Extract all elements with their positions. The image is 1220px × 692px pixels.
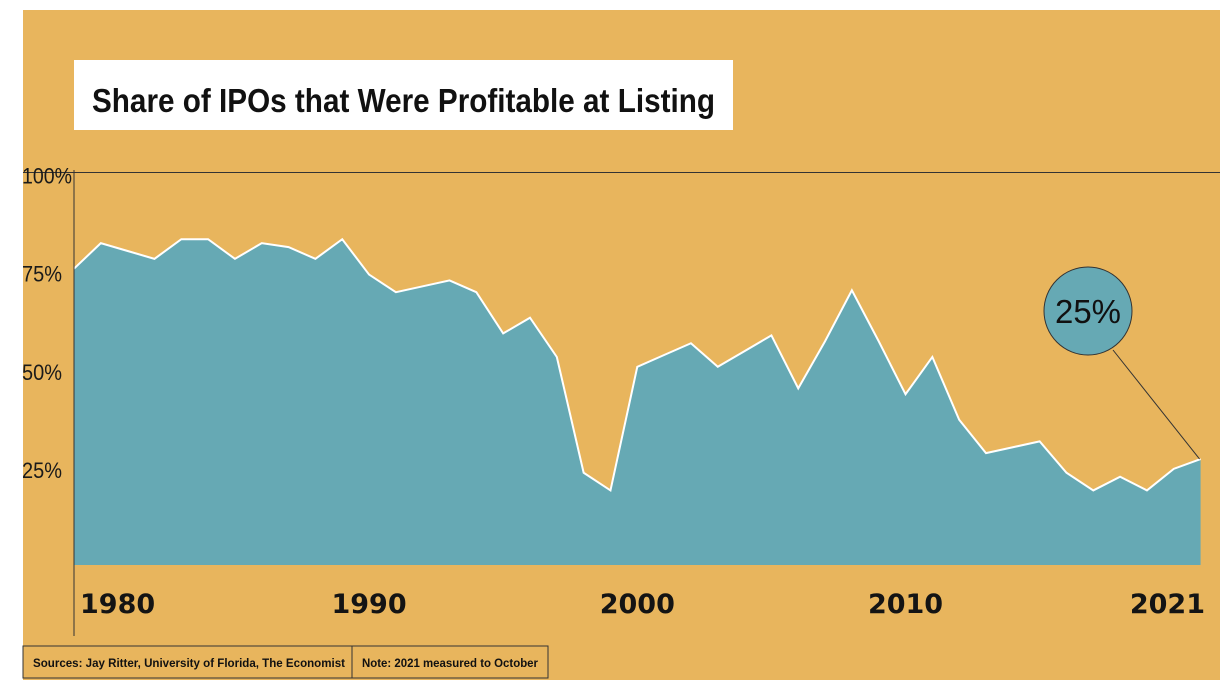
area-layer [73, 237, 1201, 565]
sources-box [22, 645, 353, 679]
sources-text: Sources: Jay Ritter, University of Flori… [33, 658, 345, 670]
x-tick-label-1990: 1990 [331, 589, 406, 620]
note-text: Note: 2021 measured to October [362, 658, 539, 670]
y-tick-label-75: 75% [22, 262, 62, 287]
chart-title: Share of IPOs that Were Profitable at Li… [92, 82, 715, 119]
y-tick-label-100: 100% [22, 164, 72, 189]
annotation-leader-line [1112, 349, 1200, 460]
annotation-label: 25% [1055, 293, 1121, 330]
x-tick-label-2000: 2000 [600, 589, 675, 620]
x-tick-labels: 1980 1990 2000 2010 2021 [80, 589, 1205, 620]
y-tick-labels: 100% 75% 50% 25% [22, 164, 72, 483]
y-tick-label-50: 50% [22, 360, 62, 385]
note-box [351, 645, 549, 679]
x-tick-label-2010: 2010 [868, 589, 943, 620]
y-tick-label-25: 25% [22, 458, 62, 483]
annotation-bubble [1043, 266, 1133, 356]
title-box [74, 60, 733, 130]
x-tick-label-2021: 2021 [1130, 589, 1205, 620]
x-tick-label-1980: 1980 [80, 589, 155, 620]
annotation-group: 25% [1043, 266, 1200, 460]
area-series-line [73, 237, 1201, 493]
area-series-fill [74, 239, 1201, 565]
